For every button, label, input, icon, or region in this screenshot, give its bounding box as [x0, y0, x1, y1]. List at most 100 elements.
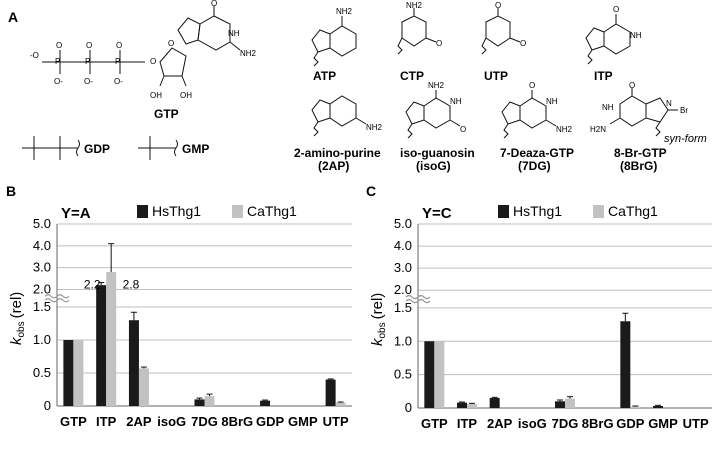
panel-label-a: A [8, 9, 18, 25]
svg-text:O: O [116, 41, 122, 50]
x-category-label: GDP [256, 414, 285, 429]
bar-hsthg1-itp [457, 402, 467, 408]
svg-text:NH2: NH2 [240, 49, 257, 58]
svg-text:iso-guanosin: iso-guanosin [400, 146, 475, 160]
x-category-label: UTP [683, 416, 709, 431]
bar-cathg1-7dg [565, 398, 575, 408]
molecule-ctp: CTP [400, 69, 424, 83]
legend-swatch [137, 205, 148, 218]
x-category-label: isoG [518, 416, 547, 431]
x-category-label: 2AP [487, 416, 513, 431]
svg-text:NH2: NH2 [556, 125, 573, 134]
bar-hsthg1-gmp [653, 405, 663, 408]
y-tick-label: 1.5 [33, 299, 51, 314]
bar-cathg1-itp [106, 272, 117, 406]
bar-hsthg1-gdp [620, 321, 631, 408]
bar-hsthg1-7dg [194, 399, 205, 406]
panel-a: A -O P P P O O O O- O- O- O O O NH NH2 OH [8, 0, 707, 173]
y-tick-label: 1.0 [394, 333, 412, 348]
svg-text:NH: NH [630, 31, 642, 40]
x-category-label: GTP [421, 416, 448, 431]
bar-hsthg1-gtp [424, 341, 435, 408]
svg-text:OH: OH [180, 91, 192, 100]
x-category-label: GDP [616, 416, 645, 431]
svg-text:NH: NH [546, 97, 558, 106]
x-category-label: 7DG [552, 416, 579, 431]
y-tick-label: 1.0 [33, 332, 51, 347]
y-tick-label: 0 [44, 398, 51, 413]
bar-cathg1-gtp [434, 341, 445, 408]
y-axis-label: kobs(rel) [8, 292, 27, 345]
y-tick-label: 5.0 [394, 216, 412, 231]
svg-text:NH2: NH2 [428, 81, 445, 90]
svg-text:2-amino-purine: 2-amino-purine [294, 146, 381, 160]
svg-text:O: O [150, 57, 156, 66]
svg-text:NH2: NH2 [406, 1, 423, 10]
svg-text:P: P [115, 57, 120, 66]
svg-text:-O: -O [30, 51, 39, 60]
svg-text:O: O [495, 1, 501, 10]
axis-break-mark [44, 298, 70, 303]
y-tick-label: 0 [405, 400, 412, 415]
bar-hsthg1-gdp [260, 400, 271, 406]
svg-text:H2N: H2N [590, 125, 606, 134]
syn-form-label: syn-form [664, 133, 707, 145]
x-category-label: 7DG [191, 414, 218, 429]
x-category-label: GMP [288, 414, 318, 429]
svg-text:O: O [211, 0, 217, 8]
svg-text:Br: Br [680, 106, 688, 115]
legend-label: HsThg1 [513, 203, 562, 219]
y-tick-label: 4.0 [33, 238, 51, 253]
svg-text:8-Br-GTP: 8-Br-GTP [614, 146, 667, 160]
bar-value-label: 2.8 [123, 277, 140, 291]
chart-title: Y=C [422, 205, 452, 222]
bar-cathg1-7dg [204, 396, 215, 406]
gtp-atom-labels: -O P P P O O O O- O- O- O O O NH NH2 OH OH [30, 0, 257, 100]
bar-cathg1-gtp [73, 339, 84, 406]
x-category-label: 8BrG [582, 416, 614, 431]
axis-break-mark [44, 294, 70, 299]
base-atoms-row2: NH2 NH2 NH O O NH NH2 O NH H2N N Br [366, 81, 688, 134]
bar-cathg1-2ap [138, 368, 149, 406]
svg-text:O-: O- [84, 77, 93, 86]
legend-swatch [498, 205, 509, 218]
svg-text:7-Deaza-GTP: 7-Deaza-GTP [500, 146, 574, 160]
y-tick-label: 3.0 [394, 260, 412, 275]
x-category-label: GMP [648, 416, 678, 431]
legend-label: CaThg1 [247, 203, 297, 219]
bar-cathg1-itp [467, 403, 477, 408]
molecule-gmp: GMP [182, 142, 209, 156]
axis-break-mark [405, 294, 431, 300]
y-tick-label: 4.0 [394, 238, 412, 253]
x-category-label: GTP [60, 414, 87, 429]
svg-text:NH2: NH2 [336, 7, 353, 16]
x-category-label: UTP [323, 414, 349, 429]
svg-text:(isoG): (isoG) [416, 159, 451, 173]
axis-break-mark [405, 298, 431, 304]
bar-hsthg1-2ap [489, 397, 500, 408]
gdp-structure [22, 136, 178, 160]
svg-text:O: O [613, 5, 619, 14]
svg-text:O: O [460, 125, 466, 134]
y-tick-label: 0.5 [33, 365, 51, 380]
molecule-gtp: GTP [154, 107, 179, 121]
svg-text:O: O [436, 39, 442, 48]
x-category-label: ITP [96, 414, 117, 429]
chart-title: Y=A [61, 205, 91, 222]
y-tick-label: 1.5 [394, 300, 412, 315]
svg-text:(2AP): (2AP) [318, 159, 349, 173]
y-tick-label: 5.0 [33, 216, 51, 231]
x-category-label: ITP [457, 416, 478, 431]
panel-label-c: C [366, 183, 376, 199]
y-tick-label: 0.5 [394, 367, 412, 382]
svg-text:NH: NH [228, 29, 240, 38]
legend-swatch [593, 205, 604, 218]
bar-hsthg1-itp [96, 285, 107, 406]
y-tick-label: 3.0 [33, 260, 51, 275]
svg-text:O: O [520, 39, 526, 48]
y-axis-label: kobs(rel) [369, 293, 388, 346]
row2-names: 2-amino-purine (2AP) iso-guanosin (isoG)… [294, 146, 667, 173]
x-category-label: isoG [157, 414, 186, 429]
chart-panel-b: 0 0.5 1.0 1.5 2.0 3.0 4.0 5.0 GTP ITP 2AP isoG 7DG 8B… [8, 203, 352, 429]
